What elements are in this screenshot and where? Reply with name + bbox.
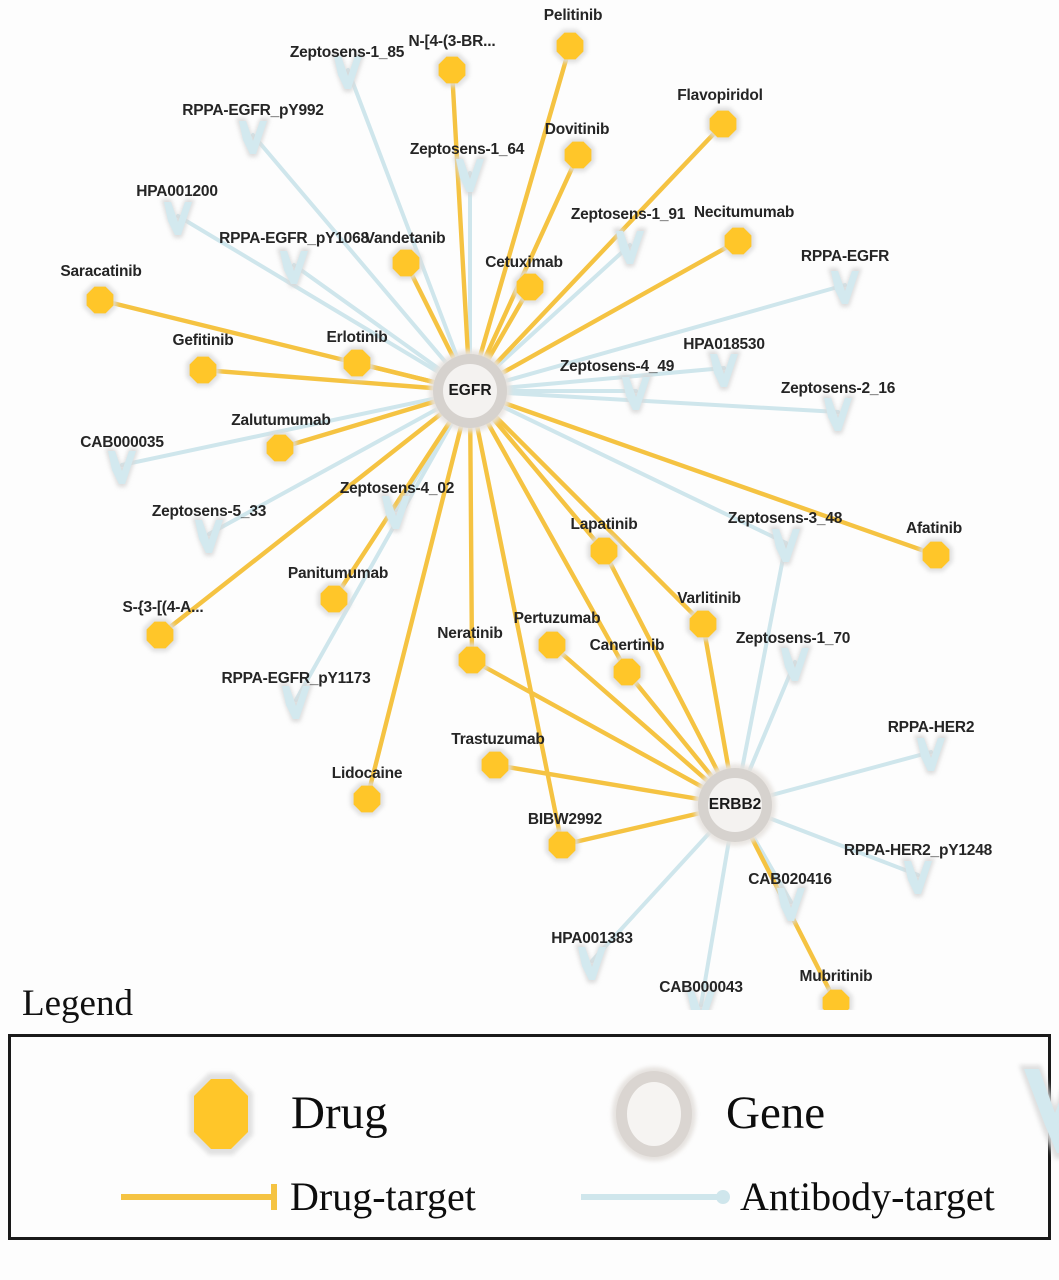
drug-octagon-icon[interactable] [455, 643, 489, 677]
antibody-chevron-icon[interactable] [161, 199, 195, 238]
antibody-chevron-icon[interactable] [379, 493, 413, 532]
drug-octagon-icon[interactable] [317, 582, 351, 616]
edge [294, 389, 472, 702]
gene-label: EGFR [448, 382, 492, 399]
antibody-chevron-icon[interactable] [769, 526, 803, 565]
edge [120, 389, 472, 467]
legend-antibody-edge-entry: Antibody-target [576, 1173, 995, 1219]
edge [467, 121, 726, 394]
antibody-chevron-icon[interactable] [277, 248, 311, 287]
edge [176, 214, 472, 393]
edge [251, 133, 472, 393]
antibody-chevron-icon[interactable] [619, 374, 653, 413]
network-canvas [83, 29, 953, 1010]
drug-octagon-icon[interactable] [535, 628, 569, 662]
drug-octagon-icon[interactable] [545, 828, 579, 862]
legend-drug-edge-label: Drug-target [290, 1173, 476, 1219]
legend-antibody-entry: Antibody [1011, 1059, 1059, 1169]
edge [157, 388, 473, 638]
edge [469, 657, 738, 808]
edge [733, 541, 788, 807]
legend: Legend Drug Gene [0, 983, 1059, 1240]
antibody-chevron-icon[interactable] [821, 395, 855, 434]
antibody-chevron-icon[interactable] [774, 885, 808, 924]
antibody-chevron-icon[interactable] [828, 268, 862, 307]
legend-drug-edge-entry: Drug-target [116, 1173, 476, 1219]
antibody-chevron-icon[interactable] [901, 858, 935, 897]
antibody-chevron-icon[interactable] [453, 156, 487, 195]
nodes-layer [83, 29, 953, 1010]
legend-gene-entry: Gene [606, 1059, 825, 1169]
antibody-target-edge-icon [581, 1189, 730, 1204]
drug-octagon-icon[interactable] [186, 353, 220, 387]
gene-ring-icon[interactable] [694, 764, 776, 846]
edge [601, 548, 738, 808]
edge [449, 67, 473, 394]
drug-octagon-icon[interactable] [919, 538, 953, 572]
antibody-chevron-icon[interactable] [279, 683, 313, 722]
edge [364, 388, 473, 802]
edge [468, 389, 840, 414]
drug-octagon-icon[interactable] [340, 346, 374, 380]
gene-label: ERBB2 [708, 796, 762, 813]
edge [200, 367, 473, 394]
gene-ring-icon [612, 1066, 696, 1161]
edge [468, 283, 847, 393]
antibody-chevron-icon[interactable] [236, 118, 270, 157]
legend-box: Drug Gene Antibody [8, 1033, 1059, 1240]
edge [467, 388, 565, 848]
edge [467, 388, 475, 663]
drug-octagon-icon[interactable] [721, 224, 755, 258]
legend-antibody-edge-label: Antibody-target [740, 1173, 995, 1219]
antibody-chevron-icon[interactable] [914, 735, 948, 774]
drug-octagon-icon[interactable] [513, 270, 547, 304]
antibody-chevron-icon[interactable] [613, 228, 647, 267]
drug-octagon-icon[interactable] [587, 534, 621, 568]
antibody-chevron-icon[interactable] [192, 517, 226, 556]
antibody-chevron-icon[interactable] [575, 944, 609, 983]
edge [467, 388, 630, 675]
drug-octagon-icon[interactable] [435, 53, 469, 87]
legend-drug-label: Drug [291, 1087, 388, 1140]
drug-octagon-icon[interactable] [819, 986, 853, 1010]
drug-octagon-icon[interactable] [686, 607, 720, 641]
legend-drug-entry: Drug [161, 1059, 388, 1169]
drug-octagon-icon[interactable] [706, 107, 740, 141]
drug-octagon-icon [189, 1072, 253, 1155]
antibody-chevron-icon[interactable] [105, 448, 139, 487]
antibody-chevron-icon[interactable] [778, 645, 812, 684]
edge [207, 389, 472, 536]
edge [468, 389, 788, 545]
edge [331, 388, 473, 602]
drug-octagon-icon[interactable] [389, 246, 423, 280]
antibody-chevron-icon[interactable] [707, 351, 741, 390]
legend-title: Legend [22, 983, 133, 1024]
drug-octagon-icon[interactable] [610, 655, 644, 689]
legend-gene-label: Gene [726, 1087, 826, 1140]
drug-octagon-icon[interactable] [561, 138, 595, 172]
antibody-chevron-icon[interactable] [684, 988, 718, 1010]
drug-octagon-icon[interactable] [350, 782, 384, 816]
edge [346, 68, 472, 393]
drug-octagon-icon[interactable] [478, 748, 512, 782]
gene-ring-icon[interactable] [429, 350, 511, 432]
antibody-chevron-icon [1019, 1064, 1059, 1159]
antibody-chevron-icon[interactable] [331, 53, 365, 92]
drug-octagon-icon[interactable] [263, 431, 297, 465]
edge [467, 43, 573, 394]
edge [467, 238, 741, 394]
drug-octagon-icon[interactable] [83, 283, 117, 317]
edge [468, 366, 726, 393]
drug-octagon-icon[interactable] [143, 618, 177, 652]
edge [467, 388, 939, 558]
edges-layer [97, 43, 939, 1007]
edge [467, 388, 706, 627]
drug-target-edge-icon [121, 1183, 277, 1210]
drug-octagon-icon[interactable] [553, 29, 587, 63]
